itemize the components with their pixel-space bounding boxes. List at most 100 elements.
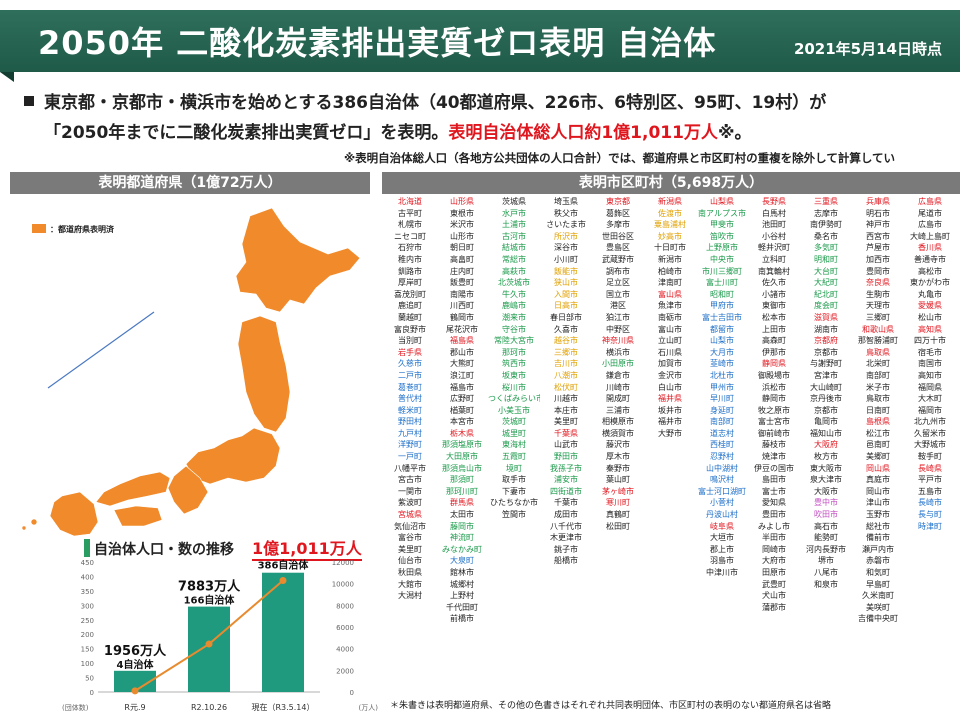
municipality-name: 浜松市 xyxy=(762,382,786,392)
municipality-name: 福井市 xyxy=(658,417,682,427)
municipality-name: 当別町 xyxy=(398,336,422,346)
municipality-name: 池田町 xyxy=(762,220,786,230)
municipality-name: 久慈市 xyxy=(398,359,422,369)
municipality-name: 大紀町 xyxy=(814,278,838,288)
municipality-name: 和気町 xyxy=(866,568,890,577)
municipality-name: 取手市 xyxy=(502,475,526,485)
municipality-name: 東海村 xyxy=(502,440,526,450)
municipality-name: 千代田町 xyxy=(446,602,478,612)
municipality-name: 飯能市 xyxy=(554,266,578,276)
municipality-name: 狭山市 xyxy=(554,278,578,288)
municipality-name: 松江市 xyxy=(866,428,890,438)
municipality-name: 調布市 xyxy=(606,266,630,276)
intro-line-2-c: ※。 xyxy=(717,123,752,143)
municipality-name: 富士市 xyxy=(762,486,786,496)
municipality-name: 軽米町 xyxy=(398,405,422,415)
as-of-date: 2021年5月14日時点 xyxy=(793,40,942,58)
municipality-name: つくばみらい市 xyxy=(488,394,540,404)
municipality-name: 上野原市 xyxy=(706,243,738,253)
municipality-name: 加賀市 xyxy=(658,359,682,369)
left-tick-label: 450 xyxy=(81,559,94,567)
municipality-name: 横浜市 xyxy=(606,347,630,357)
municipality-name: 福岡県 xyxy=(918,382,942,392)
municipality-name: 鶴岡市 xyxy=(450,312,474,322)
municipality-name: 鳥取市 xyxy=(866,394,890,404)
prefecture-heading: 愛媛県 xyxy=(918,301,942,311)
municipality-name: 所沢市 xyxy=(554,231,578,241)
municipality-name: 八潮市 xyxy=(554,370,578,380)
municipality-name: 野田市 xyxy=(554,452,578,462)
municipality-name: 厚木市 xyxy=(606,452,630,462)
municipality-name: 福島市 xyxy=(450,382,474,392)
municipality-name: 富谷市 xyxy=(398,533,422,543)
municipality-column: 茨城県 水戸市 土浦市 古河市 結城市 常総市 高萩市 北茨城市 牛久市 鹿嶋市 潮来市 守谷市 常陸大… xyxy=(488,196,540,521)
municipality-name: 藤沢市 xyxy=(606,440,630,450)
municipality-name: 山形市 xyxy=(450,231,474,241)
municipality-name: 桑名市 xyxy=(814,231,838,241)
municipality-name: 日高市 xyxy=(554,301,578,311)
municipality-name: 亀岡市 xyxy=(814,417,838,427)
municipality-name: 城里町 xyxy=(502,428,526,438)
municipality-name: 北杜市 xyxy=(710,370,734,380)
municipality-name: 小田原市 xyxy=(602,359,634,369)
municipality-name: 大崎上島町 xyxy=(910,231,950,241)
municipality-name: 北九州市 xyxy=(914,417,946,427)
municipality-name: 島田市 xyxy=(762,475,786,485)
municipality-name: 潮来市 xyxy=(502,312,526,322)
municipality-name: 中津川市 xyxy=(706,568,738,577)
municipality-name: 桜川市 xyxy=(502,382,526,392)
municipality-name: 富士川町 xyxy=(706,278,738,288)
municipality-name: 焼津市 xyxy=(762,452,786,462)
prefecture-heading: 山梨県 xyxy=(710,197,734,206)
municipality-name: 大泉町 xyxy=(450,556,474,566)
municipality-name: 上田市 xyxy=(762,324,786,334)
left-tick-label: 200 xyxy=(81,631,94,639)
municipality-name: 松田町 xyxy=(606,521,630,531)
municipality-name: 世田谷区 xyxy=(602,231,634,241)
municipality-name: 身延町 xyxy=(710,405,734,415)
municipality-name: 佐渡市 xyxy=(658,208,682,218)
municipality-name: 宿毛市 xyxy=(918,347,942,357)
municipality-name: 川崎市 xyxy=(606,382,630,392)
trend-chart: 0 50 100 150 200 250 300 350 400 450 0 2000 4000 6000… xyxy=(62,559,378,712)
municipality-name: 稚内市 xyxy=(398,254,422,264)
prefecture-heading: 新潟県 xyxy=(658,197,682,206)
municipality-name: 福知山市 xyxy=(810,428,842,438)
municipality-name: 時津町 xyxy=(918,521,942,531)
municipality-name: 気仙沼市 xyxy=(394,521,426,531)
municipality-name: 結城市 xyxy=(502,243,526,253)
municipality-name: 春日部市 xyxy=(550,312,582,322)
municipality-name: 真庭市 xyxy=(866,475,890,485)
municipality-name: 枚方市 xyxy=(814,452,838,462)
prefecture-heading: 長崎県 xyxy=(918,463,942,473)
prefecture-heading: 香川県 xyxy=(918,243,942,253)
municipality-name: 明和町 xyxy=(814,254,838,264)
municipality-name: 尾道市 xyxy=(918,208,942,218)
map-legend-label: ：都道府県表明済 xyxy=(50,225,114,234)
municipality-name: 天理市 xyxy=(866,301,890,311)
municipality-name: ひたちなか市 xyxy=(490,498,538,508)
map-shikoku xyxy=(113,505,163,527)
municipality-footnote: ＊朱書きは表明都道府県、その他の色書きはそれぞれ共同表明団体、市区町村の表明のな… xyxy=(390,701,832,711)
municipality-name: 国立市 xyxy=(606,289,630,299)
municipality-column: 兵庫県 明石市 神戸市 西宮市 芦屋市 加西市 豊岡市 奈良県 生駒市 天理市 三郷町 和歌山県 那智勝… xyxy=(852,196,904,625)
trend-total-population: 1億1,011万人 xyxy=(252,535,362,561)
municipality-name: 邑南町 xyxy=(866,440,890,450)
municipality-name: 大阪市 xyxy=(814,486,838,496)
municipality-name: 金沢市 xyxy=(658,370,682,380)
count-label: 4自治体 xyxy=(117,658,155,671)
prefecture-heading: 北海道 xyxy=(398,197,422,206)
bullet-square-icon xyxy=(24,96,34,106)
municipality-name: 松伏町 xyxy=(554,382,578,392)
municipality-name: 十日町市 xyxy=(654,243,686,253)
left-tick-label: 50 xyxy=(85,675,94,683)
municipality-name: 郡上市 xyxy=(710,544,734,554)
page-title: 2050年 二酸化炭素排出実質ゼロ表明 自治体 xyxy=(38,24,717,62)
municipality-name: 軽井沢町 xyxy=(758,243,790,253)
municipality-name: 津山市 xyxy=(866,498,890,508)
category-label: R元.9 xyxy=(124,703,145,712)
prefecture-heading: 神奈川県 xyxy=(602,336,634,346)
municipality-name: 三郷市 xyxy=(554,347,578,357)
right-tick-label: 6000 xyxy=(336,624,354,632)
municipality-name: 泉大津市 xyxy=(810,475,842,485)
